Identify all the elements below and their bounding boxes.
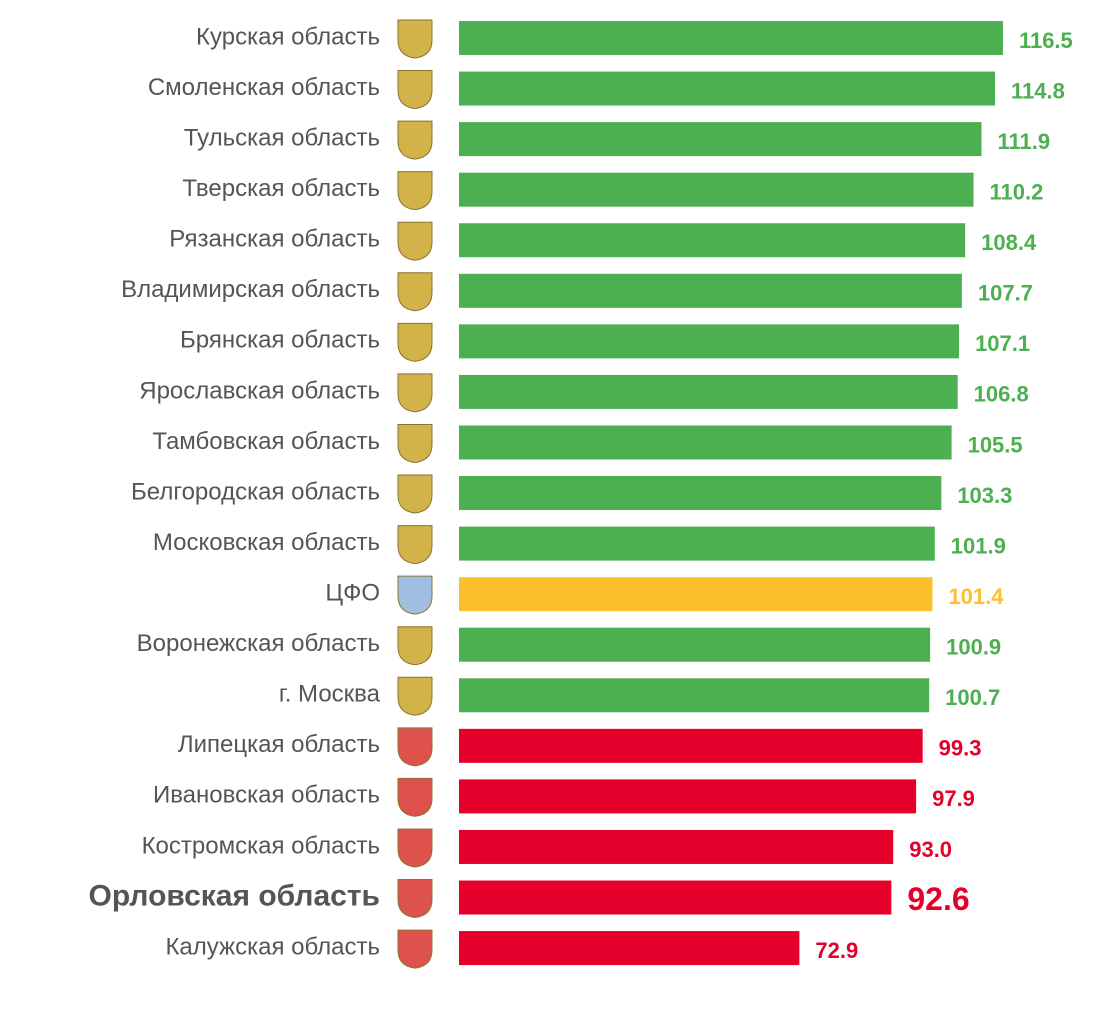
bar — [459, 829, 894, 864]
bar — [459, 374, 958, 409]
coat-of-arms — [397, 575, 433, 615]
bar — [459, 678, 930, 713]
coat-of-arms — [397, 322, 433, 362]
value-label: 110.2 — [990, 179, 1044, 204]
bar — [459, 627, 931, 662]
bar — [459, 273, 962, 308]
category-label: Орловская область — [89, 879, 381, 912]
value-label: 103.3 — [957, 483, 1012, 508]
coat-of-arms — [397, 474, 433, 514]
value-label: 101.9 — [951, 533, 1006, 558]
value-label: 97.9 — [932, 786, 975, 811]
category-label: Липецкая область — [178, 731, 380, 758]
coat-of-arms — [397, 777, 433, 817]
value-label: 101.4 — [948, 584, 1004, 609]
value-label: 111.9 — [997, 129, 1050, 154]
category-label: Белгородская область — [131, 478, 380, 505]
category-label: Калужская область — [165, 933, 380, 960]
coat-of-arms — [397, 727, 433, 767]
bar — [459, 21, 1003, 55]
bar — [459, 880, 892, 915]
bar — [459, 728, 923, 763]
bar — [459, 779, 917, 814]
bar — [459, 931, 800, 966]
category-label: Тамбовская область — [152, 428, 380, 455]
bar — [459, 577, 933, 612]
value-label: 105.5 — [968, 432, 1023, 457]
coat-of-arms — [397, 221, 433, 261]
coat-of-arms — [397, 676, 433, 716]
value-label: 72.9 — [815, 938, 858, 963]
value-label: 99.3 — [939, 736, 982, 761]
value-label: 93.0 — [909, 837, 952, 862]
category-label: г. Москва — [279, 681, 381, 708]
value-label: 116.5 — [1019, 28, 1073, 53]
category-label: Костромская область — [142, 832, 380, 859]
value-label: 107.7 — [978, 281, 1033, 306]
coat-of-arms — [397, 423, 433, 463]
bar — [459, 425, 952, 460]
coat-of-arms — [397, 828, 433, 868]
value-label: 92.6 — [907, 881, 969, 917]
coat-of-arms — [397, 120, 433, 160]
coat-of-arms — [397, 171, 433, 211]
value-label: 106.8 — [974, 382, 1029, 407]
value-label: 100.7 — [945, 685, 1000, 710]
category-label: Курская область — [196, 23, 380, 50]
category-label: Смоленская область — [148, 74, 380, 101]
category-label: Тверская область — [182, 175, 380, 202]
coat-of-arms — [397, 19, 433, 59]
coat-of-arms — [397, 929, 433, 969]
category-label: Брянская область — [180, 327, 380, 354]
coat-of-arms — [397, 272, 433, 312]
category-label: Владимирская область — [121, 276, 380, 303]
value-label: 108.4 — [981, 230, 1037, 255]
bar — [459, 476, 942, 511]
coat-of-arms — [397, 626, 433, 666]
value-label: 107.1 — [975, 331, 1030, 356]
bar — [459, 223, 966, 258]
category-label: Ярославская область — [139, 377, 380, 404]
bar — [459, 324, 960, 359]
value-label: 100.9 — [946, 635, 1001, 660]
category-label: Рязанская область — [169, 226, 380, 253]
category-label: Ивановская область — [153, 782, 380, 809]
bar — [459, 526, 935, 561]
bar — [459, 122, 982, 157]
value-label: 114.8 — [1011, 78, 1065, 103]
category-label: ЦФО — [325, 580, 380, 607]
coat-of-arms — [397, 525, 433, 565]
category-label: Тульская область — [184, 124, 380, 151]
bar — [459, 71, 996, 106]
category-label: Московская область — [153, 529, 380, 556]
bar — [459, 172, 974, 207]
category-label: Воронежская область — [137, 630, 380, 657]
coat-of-arms — [397, 879, 433, 919]
coat-of-arms — [397, 70, 433, 110]
coat-of-arms — [397, 373, 433, 413]
